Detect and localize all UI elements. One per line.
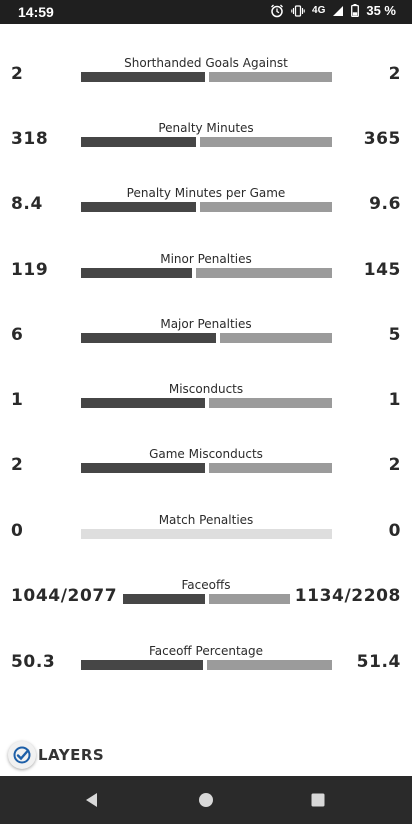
stat-label: Misconducts <box>168 382 244 396</box>
bar-away <box>209 398 332 408</box>
stat-label: Minor Penalties <box>160 252 252 266</box>
status-icons: 4G 35 % <box>270 3 396 18</box>
stat-value-left: 1044/2077 <box>11 586 118 606</box>
stat-row: Faceoff Percentage 50.3 51.4 <box>0 644 412 704</box>
stat-value-right: 9.6 <box>369 194 401 214</box>
stat-row: Game Misconducts 2 2 <box>0 447 412 507</box>
bar-home <box>81 268 192 278</box>
status-bar: 14:59 4G 35 % <box>0 0 412 24</box>
stat-label: Penalty Minutes <box>158 121 254 135</box>
network-type: 4G <box>312 5 326 16</box>
stat-value-left: 0 <box>11 521 24 541</box>
brand-text: LAYERS <box>38 746 105 764</box>
bar-home <box>81 398 205 408</box>
stat-value-left: 50.3 <box>11 652 56 672</box>
bar-away <box>220 333 332 343</box>
stat-value-left: 318 <box>11 129 49 149</box>
stat-label: Shorthanded Goals Against <box>124 56 288 70</box>
stat-value-left: 2 <box>11 64 24 84</box>
bar-home <box>123 594 205 604</box>
bar-away <box>200 202 332 212</box>
stat-row: Minor Penalties 119 145 <box>0 252 412 312</box>
stat-value-right: 1134/2208 <box>294 586 401 606</box>
home-icon[interactable] <box>196 790 216 810</box>
brand-logo[interactable]: LAYERS <box>8 740 104 770</box>
bar-home <box>81 333 216 343</box>
bar-empty <box>81 529 332 539</box>
stat-value-right: 2 <box>388 455 401 475</box>
stat-label: Major Penalties <box>160 317 252 331</box>
stat-value-right: 0 <box>388 521 401 541</box>
stat-value-right: 2 <box>388 64 401 84</box>
stat-row: Match Penalties 0 0 <box>0 513 412 573</box>
bar-away <box>207 660 332 670</box>
stat-label: Game Misconducts <box>149 447 263 461</box>
bar-away <box>196 268 332 278</box>
stat-label: Faceoffs <box>181 578 231 592</box>
bar-away <box>209 463 332 473</box>
stat-label: Match Penalties <box>158 513 254 527</box>
stat-row: Major Penalties 6 5 <box>0 317 412 377</box>
stat-value-left: 1 <box>11 390 24 410</box>
bar-home <box>81 660 203 670</box>
bar-home <box>81 202 196 212</box>
battery-percent: 35 % <box>366 3 396 18</box>
stat-value-left: 6 <box>11 325 24 345</box>
navigation-bar <box>0 776 412 824</box>
bar-away <box>200 137 332 147</box>
bar-home <box>81 72 205 82</box>
stat-row: Shorthanded Goals Against 2 2 <box>0 56 412 116</box>
stat-value-right: 145 <box>363 260 401 280</box>
battery-icon <box>351 4 360 17</box>
vibrate-icon <box>291 4 305 18</box>
stat-value-right: 1 <box>388 390 401 410</box>
stat-label: Faceoff Percentage <box>148 644 264 658</box>
back-icon[interactable] <box>82 790 102 810</box>
stat-value-left: 8.4 <box>11 194 43 214</box>
recent-apps-icon[interactable] <box>308 790 328 810</box>
stat-value-right: 51.4 <box>356 652 401 672</box>
stat-value-left: 119 <box>11 260 49 280</box>
bar-home <box>81 137 196 147</box>
bar-away <box>209 72 332 82</box>
stat-row: Penalty Minutes 318 365 <box>0 121 412 181</box>
stat-value-right: 5 <box>388 325 401 345</box>
checkmark-icon <box>8 741 36 769</box>
stat-row: Faceoffs 1044/2077 1134/2208 <box>0 578 412 638</box>
stat-value-left: 2 <box>11 455 24 475</box>
bar-home <box>81 463 205 473</box>
stat-row: Penalty Minutes per Game 8.4 9.6 <box>0 186 412 246</box>
alarm-icon <box>270 4 284 18</box>
status-time: 14:59 <box>18 4 54 20</box>
bar-away <box>209 594 290 604</box>
stat-label: Penalty Minutes per Game <box>126 186 286 200</box>
stat-value-right: 365 <box>363 129 401 149</box>
stat-row: Misconducts 1 1 <box>0 382 412 442</box>
signal-icon <box>332 5 344 17</box>
